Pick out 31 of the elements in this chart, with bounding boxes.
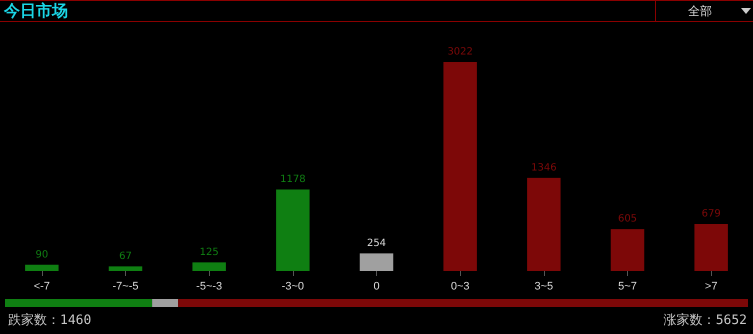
x-tick-label: <-7 <box>34 280 50 292</box>
bar <box>443 62 477 271</box>
bar <box>694 224 728 271</box>
data-label: 90 <box>35 249 48 260</box>
data-label: 67 <box>119 250 132 262</box>
bar <box>25 264 59 271</box>
data-label: 3022 <box>447 46 473 58</box>
data-label: 679 <box>702 208 721 220</box>
bar <box>610 229 644 271</box>
bar <box>108 266 142 271</box>
bar <box>192 262 226 271</box>
text: 全部 <box>688 4 712 18</box>
bar <box>360 253 394 271</box>
data-label: 1346 <box>531 162 557 174</box>
data-label: 1178 <box>280 174 306 186</box>
bar <box>527 178 561 271</box>
data-label: 254 <box>366 238 386 249</box>
x-tick-label: -7~-5 <box>112 280 138 292</box>
chart-title: 今日市场 <box>4 1 68 20</box>
bar <box>276 190 310 271</box>
x-tick-label: -5~-3 <box>196 280 222 292</box>
text: 涨家数：5652 <box>664 313 747 329</box>
x-tick-label: -3~0 <box>282 280 304 292</box>
data-label: 125 <box>200 246 219 258</box>
x-tick-label: >7 <box>704 280 718 292</box>
x-tick-label: 3~5 <box>534 280 554 292</box>
x-tick-label: 0 <box>373 280 380 292</box>
x-tick-label: 5~7 <box>618 280 637 292</box>
text: 跌家数：1460 <box>8 313 92 329</box>
data-label: 605 <box>618 214 638 225</box>
x-tick-label: 0~3 <box>450 280 470 292</box>
